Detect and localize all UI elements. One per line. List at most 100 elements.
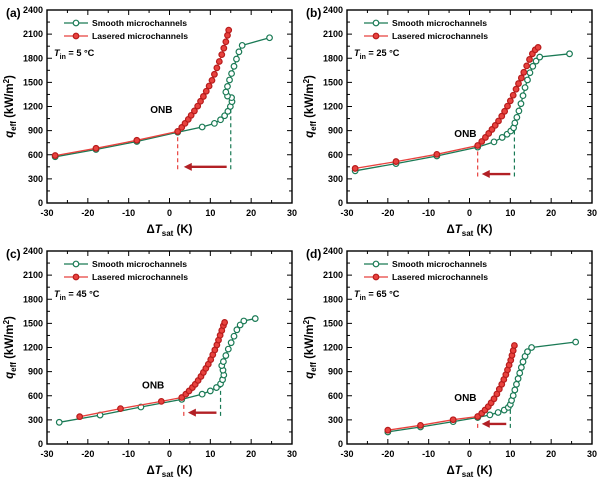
svg-text:1500: 1500 [23, 318, 43, 328]
svg-text:900: 900 [328, 367, 343, 377]
axis: -30 -20 -10 0 10 20 30030060090012001500180021… [23, 246, 297, 459]
svg-text:300: 300 [328, 174, 343, 184]
svg-text:0: 0 [467, 449, 472, 459]
svg-text:1200: 1200 [323, 343, 343, 353]
legend: Smooth microchannels Lasered microchannel… [64, 259, 188, 282]
y-axis-label: qeff (kW/m2) [302, 75, 318, 138]
svg-text:2100: 2100 [323, 270, 343, 280]
svg-text:-10: -10 [422, 449, 435, 459]
svg-text:2400: 2400 [23, 246, 43, 256]
svg-text:300: 300 [28, 415, 43, 425]
panel-letter: (a) [6, 6, 21, 20]
svg-text:-20: -20 [381, 208, 394, 218]
axis: -30 -20 -10 0 10 20 30030060090012001500180021… [23, 5, 297, 218]
legend-label-lasered: Lasered microchannels [392, 31, 488, 41]
onb-label: ONB [142, 381, 164, 392]
legend-label-lasered: Lasered microchannels [92, 272, 188, 282]
chart-svg-c: -30 -20 -10 0 10 20 30030060090012001500180021… [2, 246, 297, 479]
chart-panel-a: -30 -20 -10 0 10 20 30 0 300 600 900 1200 1500 1800 21… [0, 0, 300, 241]
plot-border [346, 9, 593, 204]
svg-text:20: 20 [546, 449, 556, 459]
plot-border [46, 9, 293, 204]
svg-text:20: 20 [546, 208, 556, 218]
x-axis-label: ΔTsat (K) [446, 465, 492, 479]
svg-text:600: 600 [328, 391, 343, 401]
svg-text:-10: -10 [422, 208, 435, 218]
chart-svg-b: -30 -20 -10 0 10 20 30030060090012001500180021… [302, 5, 597, 238]
svg-text:0: 0 [38, 439, 43, 449]
svg-text:1800: 1800 [323, 294, 343, 304]
svg-text:0: 0 [338, 439, 343, 449]
svg-text:2400: 2400 [23, 5, 43, 15]
series-lasered [76, 319, 229, 421]
x-axis-label: ΔTsat (K) [446, 224, 492, 238]
chart-panel-d: -30 -20 -10 0 10 20 30 0 300 600 900 1200 1500 1800 21… [300, 241, 600, 482]
svg-text:300: 300 [28, 174, 43, 184]
svg-text:-10: -10 [122, 449, 135, 459]
svg-text:20: 20 [246, 208, 256, 218]
svg-text:1200: 1200 [323, 102, 343, 112]
svg-text:600: 600 [328, 150, 343, 160]
svg-text:2100: 2100 [23, 270, 43, 280]
svg-text:2400: 2400 [323, 5, 343, 15]
series-smooth [55, 315, 259, 426]
inlet-temp-label: Tin = 25 °C [354, 48, 400, 61]
svg-text:0: 0 [338, 198, 343, 208]
onb-label: ONB [150, 105, 172, 116]
svg-text:30: 30 [587, 208, 597, 218]
svg-text:1500: 1500 [323, 77, 343, 87]
legend: Smooth microchannels Lasered microchannel… [64, 18, 188, 41]
svg-text:30: 30 [287, 208, 297, 218]
svg-text:10: 10 [505, 208, 515, 218]
svg-text:2100: 2100 [23, 29, 43, 39]
legend-label-smooth: Smooth microchannels [392, 259, 487, 269]
axis: -30 -20 -10 0 10 20 30030060090012001500180021… [323, 246, 597, 459]
panel-letter: (b) [306, 6, 321, 20]
svg-text:1800: 1800 [23, 53, 43, 63]
svg-text:20: 20 [246, 449, 256, 459]
onb-annotation: ONB [454, 126, 516, 179]
svg-text:1800: 1800 [323, 53, 343, 63]
svg-text:1500: 1500 [323, 318, 343, 328]
plot-border [346, 250, 593, 445]
svg-text:600: 600 [28, 391, 43, 401]
onb-label: ONB [454, 129, 476, 140]
inlet-temp-label: Tin = 5 °C [54, 48, 95, 61]
svg-text:1800: 1800 [23, 294, 43, 304]
svg-text:0: 0 [467, 208, 472, 218]
x-axis-label: ΔTsat (K) [146, 465, 192, 479]
svg-text:0: 0 [167, 449, 172, 459]
svg-text:2100: 2100 [323, 29, 343, 39]
svg-text:-10: -10 [122, 208, 135, 218]
svg-text:1200: 1200 [23, 343, 43, 353]
svg-text:10: 10 [505, 449, 515, 459]
svg-text:-30: -30 [340, 208, 353, 218]
series-lasered [384, 342, 518, 434]
chart-svg-d: -30 -20 -10 0 10 20 30030060090012001500180021… [302, 246, 597, 479]
svg-text:-30: -30 [40, 449, 53, 459]
legend-label-lasered: Lasered microchannels [92, 31, 188, 41]
legend-label-smooth: Smooth microchannels [392, 18, 487, 28]
panel-letter: (c) [6, 247, 21, 261]
inlet-temp-label: Tin = 45 °C [54, 289, 100, 302]
chart-svg-a: -30 -20 -10 0 10 20 30030060090012001500180021… [2, 5, 297, 238]
svg-text:10: 10 [205, 208, 215, 218]
svg-text:-20: -20 [81, 449, 94, 459]
onb-annotation: ONB [454, 393, 511, 428]
legend-label-smooth: Smooth microchannels [92, 18, 187, 28]
svg-text:0: 0 [38, 198, 43, 208]
svg-text:-30: -30 [40, 208, 53, 218]
panel-letter: (d) [306, 247, 321, 261]
onb-label: ONB [454, 393, 476, 404]
svg-text:-20: -20 [381, 449, 394, 459]
svg-text:-20: -20 [81, 208, 94, 218]
svg-text:0: 0 [167, 208, 172, 218]
x-axis-label: ΔTsat (K) [146, 224, 192, 238]
svg-text:1200: 1200 [23, 102, 43, 112]
plot-border [46, 250, 293, 445]
inlet-temp-label: Tin = 65 °C [354, 289, 400, 302]
chart-panel-c: -30 -20 -10 0 10 20 30 0 300 600 900 1200 1500 1800 21… [0, 241, 300, 482]
svg-text:300: 300 [328, 415, 343, 425]
svg-text:-30: -30 [340, 449, 353, 459]
series-lasered [51, 26, 233, 159]
